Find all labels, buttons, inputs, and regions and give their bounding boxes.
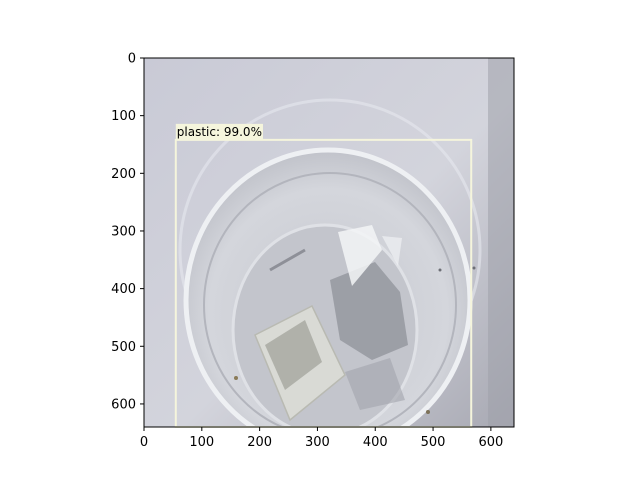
plastic-bowl-inner-rim — [203, 172, 457, 427]
sticker-print — [265, 320, 322, 390]
x-tick-label: 400 — [363, 435, 388, 450]
y-tick-label: 500 — [111, 340, 136, 355]
x-tick-label: 0 — [140, 435, 148, 450]
inner-shadow-2 — [345, 358, 405, 410]
speck — [472, 266, 476, 270]
x-tick-label: 600 — [478, 435, 503, 450]
axes-frame — [143, 57, 515, 428]
speck — [438, 268, 442, 272]
y-tick-label: 300 — [111, 224, 136, 239]
y-axis: 0 100 200 300 400 500 600 — [111, 52, 144, 412]
y-tick-label: 0 — [128, 52, 136, 67]
photo — [144, 58, 514, 427]
inner-shadow — [330, 262, 408, 360]
y-tick-label: 400 — [111, 282, 136, 297]
x-tick-label: 500 — [421, 435, 446, 450]
speck — [426, 410, 430, 414]
speck — [234, 376, 238, 380]
reflection — [338, 225, 382, 286]
photo-shadow-edge — [488, 58, 514, 427]
y-tick-label: 200 — [111, 167, 136, 182]
detection-label: plastic: 99.0% — [177, 125, 262, 139]
x-axis: 0 100 200 300 400 500 600 — [140, 427, 503, 450]
y-tick-label: 100 — [111, 109, 136, 124]
y-tick-label: 600 — [111, 397, 136, 412]
x-tick-label: 100 — [189, 435, 214, 450]
x-tick-label: 300 — [305, 435, 330, 450]
detection-label-background — [175, 123, 263, 140]
x-tick-label: 200 — [247, 435, 272, 450]
reflection-2 — [382, 236, 402, 266]
bowl-print — [269, 248, 306, 272]
